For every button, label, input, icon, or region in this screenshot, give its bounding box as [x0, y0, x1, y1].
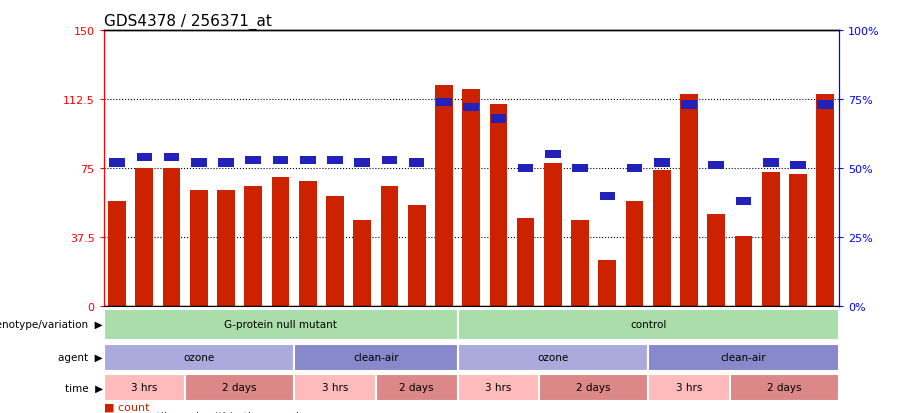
Bar [382, 156, 397, 164]
Text: 3 hrs: 3 hrs [322, 382, 348, 392]
Bar [817, 101, 833, 109]
Bar [354, 220, 371, 306]
Bar [681, 101, 697, 109]
Bar [376, 375, 457, 401]
Bar [381, 187, 399, 306]
Bar [464, 104, 479, 112]
Bar [190, 191, 208, 306]
Bar [104, 309, 457, 340]
Bar [816, 95, 834, 306]
Bar [217, 191, 235, 306]
Text: 2 days: 2 days [222, 382, 256, 392]
Text: ozone: ozone [184, 352, 214, 362]
Bar [680, 95, 698, 306]
Text: GDS4378 / 256371_at: GDS4378 / 256371_at [104, 14, 272, 30]
Bar [599, 192, 615, 200]
Bar [734, 237, 752, 306]
Bar [648, 375, 730, 401]
Text: control: control [630, 319, 666, 329]
Text: ozone: ozone [537, 352, 569, 362]
Bar [648, 344, 839, 371]
Bar [598, 261, 616, 306]
Bar [108, 202, 126, 306]
Bar [409, 159, 425, 167]
Bar [457, 309, 839, 340]
Bar [457, 375, 539, 401]
Bar [544, 163, 562, 306]
Bar [246, 156, 261, 164]
Bar [763, 159, 778, 167]
Bar [163, 169, 180, 306]
Bar [652, 171, 670, 306]
Bar [328, 156, 343, 164]
Bar [104, 375, 185, 401]
Bar [708, 162, 724, 170]
Bar [436, 98, 452, 107]
Text: ■ percentile rank within the sample: ■ percentile rank within the sample [104, 411, 305, 413]
Text: G-protein null mutant: G-protein null mutant [224, 319, 337, 329]
Bar [789, 174, 806, 306]
Bar [491, 115, 506, 123]
Text: 3 hrs: 3 hrs [676, 382, 702, 392]
Bar [408, 205, 426, 306]
Text: agent  ▶: agent ▶ [58, 352, 103, 362]
Bar [730, 375, 839, 401]
Bar [164, 154, 179, 162]
Text: 2 days: 2 days [577, 382, 611, 392]
Bar [219, 159, 234, 167]
Bar [490, 104, 508, 306]
Bar [735, 197, 752, 206]
Bar [109, 159, 125, 167]
Bar [185, 375, 294, 401]
Text: ■ count: ■ count [104, 402, 149, 412]
Bar [272, 178, 290, 306]
Text: 3 hrs: 3 hrs [485, 382, 511, 392]
Text: 3 hrs: 3 hrs [131, 382, 158, 392]
Text: clean-air: clean-air [353, 352, 399, 362]
Bar [572, 220, 589, 306]
Text: 2 days: 2 days [767, 382, 802, 392]
Bar [245, 187, 262, 306]
Text: 2 days: 2 days [400, 382, 434, 392]
Bar [707, 214, 725, 306]
Text: clean-air: clean-air [721, 352, 766, 362]
Bar [294, 344, 457, 371]
Bar [300, 156, 316, 164]
Bar [273, 156, 288, 164]
Bar [626, 202, 644, 306]
Bar [294, 375, 376, 401]
Text: genotype/variation  ▶: genotype/variation ▶ [0, 319, 103, 329]
Bar [518, 164, 534, 173]
Bar [572, 164, 588, 173]
Bar [326, 196, 344, 306]
Bar [790, 162, 806, 170]
Bar [463, 90, 480, 306]
Bar [539, 375, 648, 401]
Bar [299, 181, 317, 306]
Bar [457, 344, 648, 371]
Bar [136, 169, 153, 306]
Bar [626, 164, 643, 173]
Bar [137, 154, 152, 162]
Bar [435, 86, 453, 306]
Bar [517, 218, 535, 306]
Bar [654, 159, 670, 167]
Bar [355, 159, 370, 167]
Text: time  ▶: time ▶ [65, 382, 103, 392]
Bar [545, 151, 561, 159]
Bar [762, 172, 779, 306]
Bar [104, 344, 294, 371]
Bar [191, 159, 207, 167]
